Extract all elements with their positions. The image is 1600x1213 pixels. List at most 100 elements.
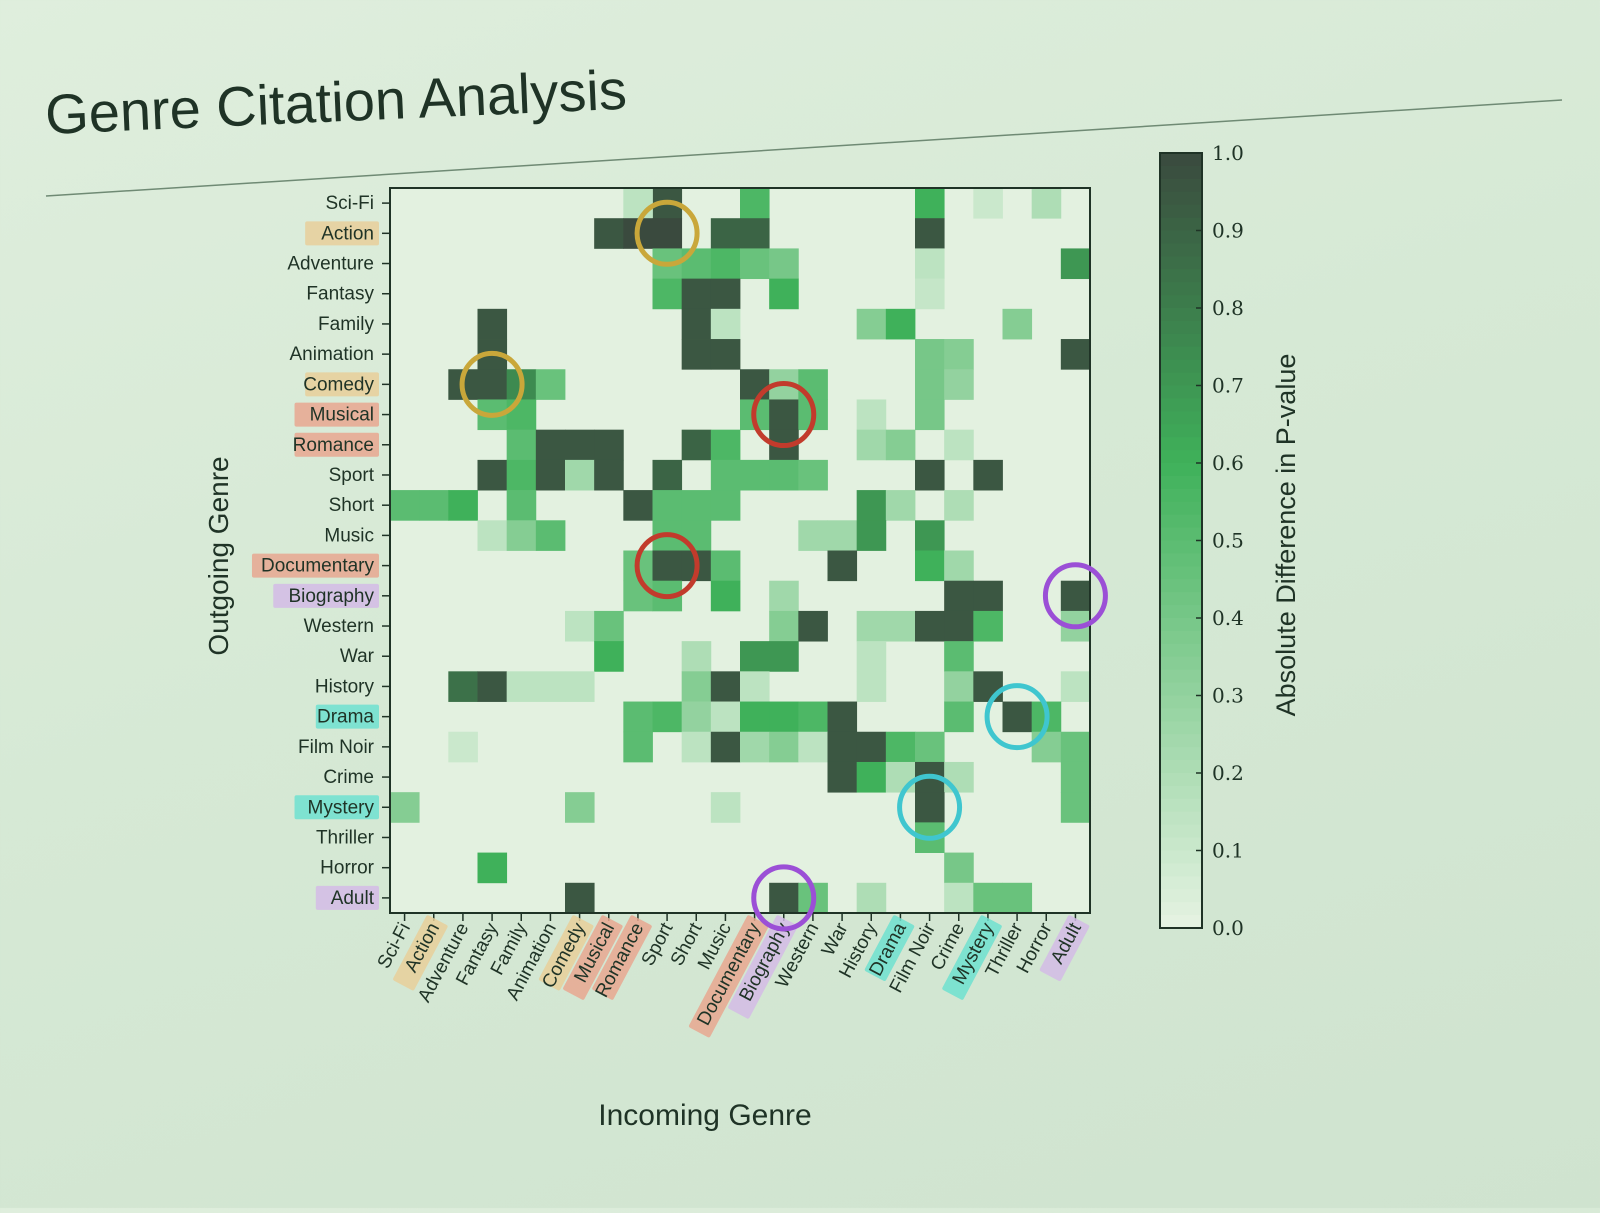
y-label-highlight	[315, 885, 379, 910]
heatmap-cell-action-musical	[594, 218, 624, 249]
heatmap-cell-war-history	[856, 641, 887, 672]
plot-frame	[389, 187, 1091, 914]
heatmap-cell-comedy-fantasy	[477, 369, 508, 400]
heatmap-cell-action-sport	[652, 218, 683, 249]
heatmap-cell-adult-crime	[944, 882, 974, 914]
y-label-highlight	[315, 704, 379, 729]
highlight-circle-biography-adult	[1042, 562, 1108, 630]
colorbar-segment	[1160, 308, 1202, 322]
y-tick-label: Short	[329, 495, 375, 516]
heatmap-cell-war-musical	[594, 641, 624, 672]
y-label-highlight	[251, 553, 379, 578]
heatmap-cell-drama-sport	[652, 701, 683, 733]
heatmap-cell-sci-fi-horror	[1031, 188, 1062, 219]
heatmap-cell-film-noir-documentary	[740, 731, 770, 763]
heatmap-cell-music-fantasy	[477, 520, 508, 551]
highlight-circle-musical-biography	[751, 381, 817, 449]
colorbar-segment	[1160, 295, 1202, 309]
heatmap-cell-sport-fantasy	[477, 459, 508, 491]
y-label-highlight	[305, 372, 379, 397]
heatmap-cell-war-short	[681, 641, 712, 672]
y-tick-label: Biography	[288, 586, 374, 607]
heatmap-cell-music-family	[506, 520, 537, 551]
heatmap-cell-sci-fi-mystery	[973, 188, 1003, 219]
heatmap-cell-drama-western	[798, 701, 828, 733]
heatmap-cell-musical-biography	[769, 399, 799, 431]
heatmap-cell-adult-biography	[769, 882, 799, 914]
heatmap-cell-sport-film-noir	[915, 459, 945, 491]
heatmap-cell-documentary-music	[710, 550, 741, 582]
heatmap-cell-history-fantasy	[477, 671, 508, 702]
colorbar-segment	[1160, 579, 1202, 593]
heatmap-cell-sport-sport	[652, 459, 683, 491]
colorbar-segment	[1160, 630, 1202, 645]
y-tick-label: Adventure	[287, 254, 374, 275]
heatmap-cell-music-animation	[535, 520, 566, 551]
heatmap-cell-comedy-crime	[944, 369, 974, 400]
colorbar-segment	[1160, 553, 1202, 567]
heatmap-plot	[389, 187, 1091, 914]
highlight-circles	[459, 199, 1108, 932]
heatmap-cell-short-family	[506, 490, 537, 521]
heatmap-cell-film-noir-horror	[1031, 731, 1062, 763]
y-tick-label: Adult	[331, 888, 375, 909]
colorbar-segment	[1160, 837, 1202, 852]
highlight-circle-adult-biography	[751, 864, 817, 932]
x-label-highlight	[1039, 915, 1090, 981]
heatmap-cell-horror-crime	[944, 852, 974, 884]
heatmap-cell-documentary-film-noir	[915, 550, 945, 582]
colorbar-segment	[1160, 734, 1202, 748]
colorbar-segment	[1160, 643, 1202, 658]
y-tick-label: Horror	[320, 858, 375, 879]
heatmap-cell-adventure-documentary	[740, 248, 770, 280]
colorbar-segment	[1160, 372, 1202, 387]
heatmap-cell-sport-animation	[535, 459, 566, 491]
slide-title: Genre Citation Analysis	[44, 58, 628, 146]
y-tick-label: Romance	[293, 435, 374, 456]
colorbar-segment	[1160, 824, 1202, 839]
heatmap-cell-romance-music	[710, 429, 741, 461]
y-label-highlight	[294, 795, 379, 820]
colorbar-segment	[1160, 385, 1202, 400]
heatmap-cell-adventure-film-noir	[915, 248, 945, 280]
heatmap-cell-animation-music	[710, 339, 741, 370]
heatmap-cell-music-short	[681, 520, 712, 551]
heatmap-cell-film-noir-short	[681, 731, 712, 763]
heatmap-cell-fantasy-biography	[769, 278, 799, 310]
colorbar-segment	[1160, 747, 1202, 761]
heatmap-cell-comedy-western	[798, 369, 828, 400]
heatmap-cell-film-noir-western	[798, 731, 828, 763]
colorbar-segment	[1160, 411, 1202, 425]
colorbar-segment	[1160, 876, 1202, 890]
heatmap-cell-film-noir-biography	[769, 731, 799, 763]
heatmap-cell-animation-crime	[944, 339, 974, 370]
heatmap-cell-fantasy-sport	[652, 278, 683, 310]
colorbar-segment	[1160, 618, 1202, 632]
heatmap-cell-drama-romance	[623, 701, 653, 733]
heatmap-cell-film-noir-music	[710, 731, 741, 763]
heatmap-cell-short-drama	[885, 490, 916, 521]
colorbar-segment	[1160, 721, 1202, 735]
heatmap-cell-romance-crime	[944, 429, 974, 461]
heatmap-cell-sport-musical	[594, 459, 624, 491]
heatmap-cell-mystery-comedy	[565, 792, 595, 823]
colorbar-segment	[1160, 243, 1202, 257]
heatmap-cell-action-documentary	[740, 218, 770, 249]
colorbar-tick-label: 0.5	[1212, 529, 1244, 553]
y-tick-label: Mystery	[308, 797, 375, 818]
heatmap-cell-animation-short	[681, 339, 712, 370]
colorbar-segment	[1160, 320, 1202, 335]
heatmap-cell-family-short	[681, 308, 712, 340]
colorbar-segment	[1160, 398, 1202, 412]
heatmap-cell-documentary-crime	[944, 550, 974, 582]
colorbar-segment	[1160, 760, 1202, 774]
heatmap-cell-horror-fantasy	[477, 852, 508, 884]
y-tick-label: Western	[304, 616, 374, 637]
heatmap-cell-film-noir-history	[856, 731, 887, 763]
colorbar-segment	[1160, 773, 1202, 787]
heatmap-cell-adult-history	[856, 882, 887, 914]
heatmap-cell-western-western	[798, 610, 828, 642]
highlight-circle-action-sport	[634, 199, 700, 267]
heatmap-cell-short-sport	[652, 490, 683, 521]
